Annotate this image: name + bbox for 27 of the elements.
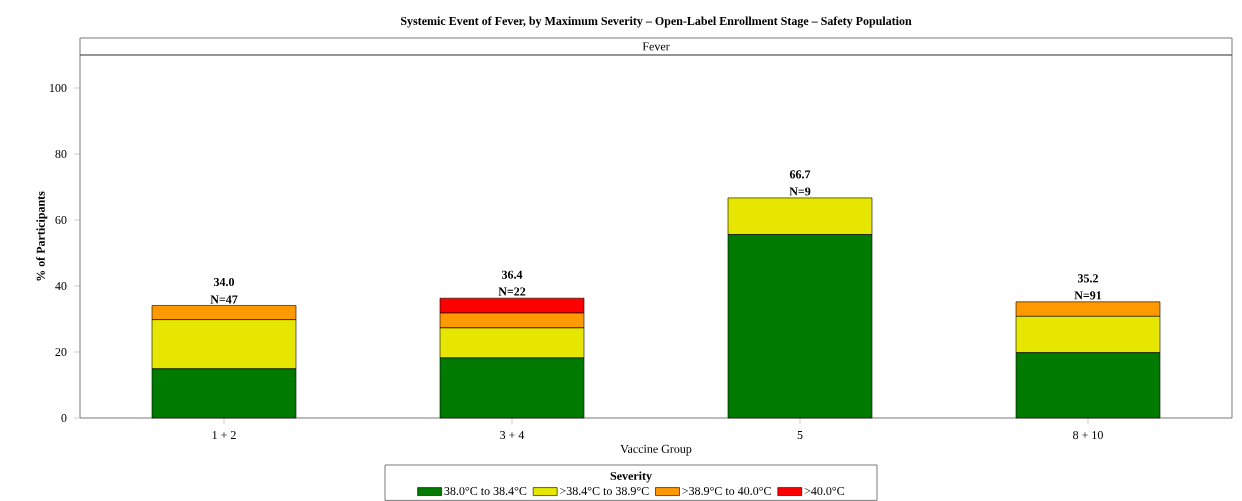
x-tick-label: 3 + 4 <box>500 431 525 440</box>
legend-label: >40.0°C <box>804 486 844 496</box>
y-axis-title: % of Participants <box>36 191 48 281</box>
annotation: N=47 <box>210 295 238 304</box>
legend-label: >38.9°C to 40.0°C <box>682 486 771 496</box>
chart-subtitle: Fever <box>642 42 670 51</box>
y-tick-label: 100 <box>50 83 67 93</box>
legend-label: >38.4°C to 38.9°C <box>560 486 649 496</box>
x-axis-title: Vaccine Group <box>620 444 692 456</box>
x-tick-label: 5 <box>797 431 803 440</box>
legend-title: Severity <box>610 471 652 483</box>
x-tick-label: 1 + 2 <box>212 431 236 439</box>
total-label: 66.7 <box>789 170 811 179</box>
y-tick-label: 60 <box>55 215 67 225</box>
total-label: 35.2 <box>1077 274 1098 283</box>
legend-label: 38.0°C to 38.4°C <box>444 486 527 496</box>
annotation: N=91 <box>1074 291 1102 300</box>
x-tick-label: 8 + 10 <box>1073 431 1103 440</box>
annotation: N=9 <box>789 187 811 196</box>
chart-title: Systemic Event of Fever, by Maximum Severity – Open-Label Enrollment Stage – Safety Population <box>400 16 912 28</box>
total-label: 34.0 <box>213 277 235 287</box>
y-tick-label: 80 <box>55 149 67 159</box>
y-tick-label: 40 <box>55 281 67 291</box>
annotation: N=22 <box>498 287 526 296</box>
y-tick-label: 20 <box>55 347 67 357</box>
total-label: 36.4 <box>501 270 523 279</box>
y-tick-label: 0 <box>61 413 67 423</box>
